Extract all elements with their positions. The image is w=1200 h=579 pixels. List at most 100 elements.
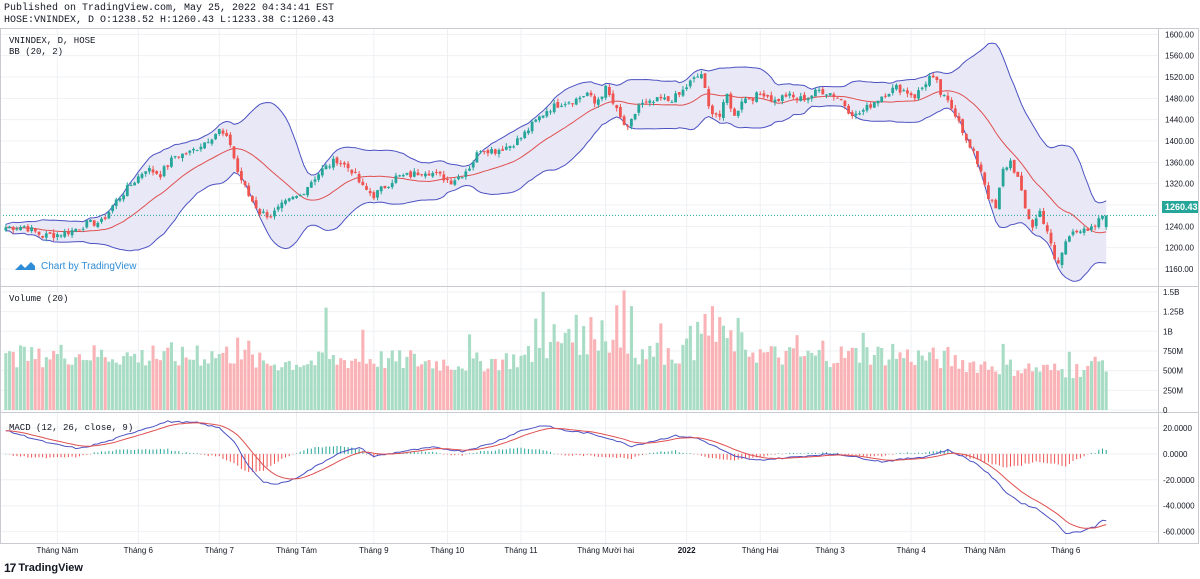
volume-bar <box>663 364 667 410</box>
candle-body <box>917 90 920 99</box>
macd-histogram-bar <box>583 453 585 457</box>
macd-histogram-bar <box>218 453 220 457</box>
time-tick-label: Tháng 10 <box>431 546 465 555</box>
candle-body <box>1038 210 1042 218</box>
time-tick-label: Tháng Mười hai <box>577 546 634 555</box>
volume-bar <box>195 345 199 410</box>
volume-bar <box>696 321 700 410</box>
candle-body <box>1097 218 1101 228</box>
candle-body <box>188 150 192 153</box>
volume-bar <box>324 307 328 410</box>
candle-body <box>703 73 707 88</box>
candle-body <box>810 95 814 99</box>
macd-histogram-bar <box>185 452 187 454</box>
volume-bar <box>607 352 611 410</box>
macd-histogram-bar <box>1017 453 1019 466</box>
candle-body <box>148 168 151 172</box>
macd-histogram-bar <box>689 453 691 454</box>
candle-body <box>872 102 876 108</box>
volume-bar <box>894 358 898 410</box>
macd-histogram-bar <box>38 453 40 458</box>
macd-histogram-bar <box>16 453 18 457</box>
bollinger-bands <box>5 42 1107 282</box>
candle-body <box>887 94 891 97</box>
macd-histogram-bar <box>167 448 169 454</box>
candle-body <box>19 227 22 231</box>
candle-body <box>832 94 836 97</box>
candle-body <box>828 93 832 96</box>
candle-body <box>769 95 773 101</box>
macd-histogram-bar <box>616 453 618 458</box>
axes: 1160.001200.001240.001280.001320.001360.… <box>36 30 1195 555</box>
candle-body <box>773 99 777 103</box>
candle-body <box>854 113 858 116</box>
volume-bar <box>1001 343 1005 410</box>
macd-histogram-bar <box>229 453 231 462</box>
candle-body <box>902 90 906 92</box>
volume-bar <box>983 361 987 410</box>
tradingview-footer-logo[interactable]: 17 TradingView <box>4 561 83 575</box>
volume-bar <box>100 349 104 410</box>
volume-bar <box>799 356 803 410</box>
candle-body <box>114 199 118 206</box>
ohlc-caption: HOSE:VNINDEX, D O:1238.52 H:1260.43 L:12… <box>4 15 335 26</box>
macd-histogram-bar <box>443 453 445 455</box>
watermark[interactable]: Chart by TradingView <box>15 261 137 272</box>
candle-body <box>368 191 372 194</box>
macd-histogram-bar <box>741 453 743 459</box>
volume-bar <box>423 361 427 410</box>
macd-histogram-bar <box>855 453 857 455</box>
volume-bar <box>70 364 74 410</box>
volume-bar <box>986 369 990 410</box>
macd-histogram-bar <box>1021 453 1022 466</box>
candle-body <box>52 232 56 238</box>
macd-histogram-bar <box>811 452 813 454</box>
candle-body <box>604 85 608 98</box>
candle-body <box>464 171 468 177</box>
candle-body <box>269 216 273 218</box>
candle-body <box>159 174 162 178</box>
macd-histogram-bar <box>527 449 529 454</box>
macd-histogram-bar <box>734 453 735 461</box>
candle-body <box>221 130 225 134</box>
macd-histogram-bar <box>910 453 912 454</box>
macd-histogram-bar <box>1010 453 1011 467</box>
macd-histogram-bar <box>711 453 713 458</box>
volume-bar <box>1078 376 1082 410</box>
volume-bar <box>802 356 806 410</box>
volume-bar <box>317 351 321 410</box>
volume-bar <box>839 346 843 410</box>
candle-body <box>644 101 648 103</box>
candle-body <box>59 235 63 237</box>
candle-body <box>1071 231 1075 235</box>
macd-histogram-bar <box>645 453 647 455</box>
volume-bar <box>990 366 994 410</box>
candle-body <box>585 92 589 96</box>
candle-body <box>184 153 188 155</box>
volume-bar <box>269 365 273 410</box>
macd-histogram-bar <box>722 453 724 460</box>
volume-bar <box>11 351 15 410</box>
price-tick-label: 1560.00 <box>1165 52 1194 61</box>
macd-histogram-bar <box>1024 453 1026 464</box>
volume-bar <box>942 350 946 410</box>
volume-bar <box>353 358 357 410</box>
candle-body <box>41 236 44 238</box>
volume-bar <box>236 337 240 410</box>
candle-body <box>100 218 103 222</box>
macd-histogram-bar <box>152 449 154 454</box>
candle-body <box>755 92 758 102</box>
candle-body <box>258 209 262 215</box>
time-tick-label: Tháng 6 <box>1051 546 1081 555</box>
candle-body <box>780 95 784 101</box>
macd-histogram-bar <box>23 453 25 457</box>
macd-histogram-bar <box>612 453 614 458</box>
volume-bar <box>342 360 346 410</box>
candle-body <box>431 173 435 177</box>
volume-bar <box>1008 359 1012 410</box>
candle-body <box>453 180 457 185</box>
volume-bar <box>225 346 229 410</box>
volume-bar <box>41 367 45 410</box>
volume-bar <box>173 361 177 410</box>
